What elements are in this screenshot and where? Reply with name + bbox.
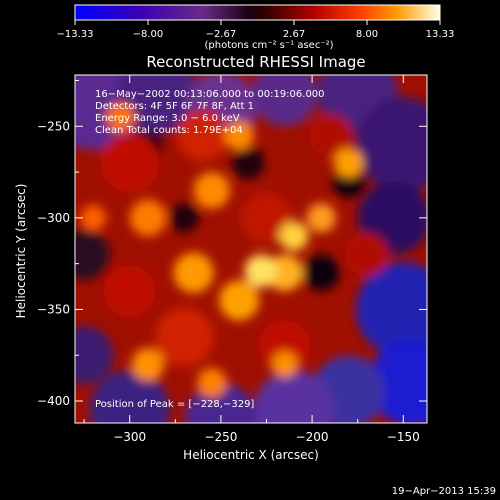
colorbar-frame (74, 4, 441, 21)
heatmap-blob (302, 254, 340, 292)
annotation-line: 16−May−2002 00:13:06.000 to 00:19:06.000 (95, 89, 325, 100)
y-axis-label: Heliocentric Y (arcsec) (14, 184, 28, 319)
x-tick-label: −300 (113, 430, 146, 444)
y-axis-ticks: −250 −300 −350 −400 (37, 79, 427, 408)
footer-timestamp: 19−Apr−2013 15:39 (392, 486, 496, 497)
annotation-line: Clean Total counts: 1.79E+04 (95, 125, 243, 136)
heatmap-blob (177, 109, 229, 161)
heatmap-blob (80, 205, 107, 231)
heatmap-blob (240, 192, 293, 244)
heatmap-blob (173, 252, 214, 293)
heatmap-blob (197, 368, 227, 398)
colorbar-tick-label: −8.00 (133, 29, 164, 40)
heatmap-blob (104, 265, 156, 317)
heatmap-blob (271, 351, 298, 378)
x-tick-label: −250 (204, 430, 237, 444)
heatmap-blob (116, 75, 198, 134)
heatmap-blob (193, 172, 231, 209)
y-tick-label: −350 (37, 302, 70, 316)
heatmap-blob (344, 232, 389, 277)
y-tick-label: −250 (37, 119, 70, 133)
colorbar: −13.33 −8.00 −2.67 2.67 8.00 13.33 (photons c… (56, 4, 454, 51)
heatmap-blob (129, 199, 167, 237)
colorbar-tick-label: −13.33 (56, 29, 93, 40)
y-tick-label: −300 (37, 211, 70, 225)
annotation-line: Detectors: 4F 5F 6F 7F 8F, Att 1 (95, 101, 254, 112)
heatmap-area (75, 75, 427, 423)
heatmap-blob (333, 148, 364, 178)
heatmap-blob (155, 307, 214, 367)
heatmap-blob (355, 97, 427, 193)
colorbar-ticks: −13.33 −8.00 −2.67 2.67 8.00 13.33 (56, 20, 454, 40)
heatmap-blob (279, 221, 309, 251)
annotation-line: Energy Range: 3.0 − 6.0 keV (95, 113, 240, 124)
x-axis-label: Heliocentric X (arcsec) (183, 448, 319, 462)
heatmap-blobs (75, 75, 427, 423)
heatmap-blob (100, 133, 159, 193)
x-tick-label: −150 (387, 430, 420, 444)
heatmap-blob (231, 146, 265, 180)
heatmap-blob (106, 102, 136, 132)
heatmap-blob (75, 326, 114, 385)
heatmap-blob (306, 203, 336, 233)
colorbar-tick-label: −2.67 (206, 29, 237, 40)
x-tick-label: −200 (296, 430, 329, 444)
heatmap-blob (89, 370, 170, 423)
heatmap-blob (244, 254, 278, 288)
colorbar-tick-label: 8.00 (356, 29, 378, 40)
peak-position-label: Position of Peak = [−228,−329] (95, 399, 254, 410)
colorbar-gradient (75, 5, 440, 20)
heatmap-blob (224, 120, 254, 151)
colorbar-tick-label: 2.67 (283, 29, 305, 40)
heatmap-blob (253, 370, 334, 423)
annotation-block: 16−May−2002 00:13:06.000 to 00:19:06.000… (95, 89, 325, 136)
plot-frame (74, 74, 428, 424)
heatmap-blob (131, 347, 165, 381)
heatmap-blob (251, 75, 318, 127)
heatmap-blob (355, 262, 427, 357)
colorbar-tick-label: 13.33 (426, 29, 455, 40)
chart-title: Reconstructed RHESSI Image (146, 53, 365, 71)
heatmap-blob (259, 320, 311, 372)
heatmap-blob (75, 228, 110, 281)
heatmap-blob (308, 113, 353, 158)
colorbar-unit-label: (photons cm⁻² s⁻¹ asec⁻²) (204, 40, 333, 51)
heatmap-blob (219, 280, 260, 321)
x-axis-ticks: −300 −250 −200 −150 (83, 75, 420, 444)
heatmap-blob (169, 203, 200, 233)
y-tick-label: −400 (37, 394, 70, 408)
